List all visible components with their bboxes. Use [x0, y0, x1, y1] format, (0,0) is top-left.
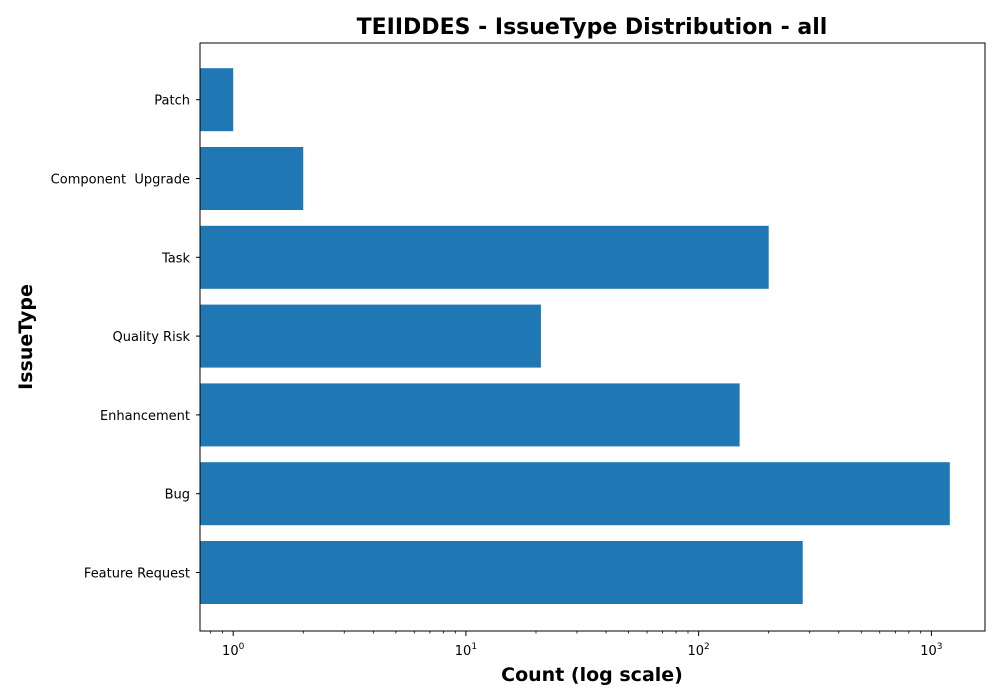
- bar-component-upgrade: [200, 147, 304, 210]
- y-axis-label: IssueType: [15, 284, 37, 390]
- y-tick-label: Task: [161, 251, 191, 266]
- x-tick-label: 102: [688, 642, 710, 659]
- plot-frame: [199, 42, 986, 632]
- y-tick-label: Enhancement: [100, 409, 190, 424]
- x-axis-label: Count (log scale): [501, 664, 683, 686]
- x-tick-label: 103: [920, 642, 942, 659]
- chart-title: TEIIDDES - IssueType Distribution - all: [357, 15, 828, 40]
- bar-quality-risk: [200, 304, 541, 368]
- y-tick-label: Feature Request: [84, 567, 190, 582]
- x-tick-label: 100: [222, 642, 245, 659]
- y-tick-label: Component Upgrade: [51, 173, 190, 188]
- y-tick-label: Patch: [154, 94, 190, 109]
- bar-task: [200, 225, 769, 289]
- bars-group: [200, 68, 950, 604]
- bar-bug: [200, 462, 950, 526]
- x-tick-label: 101: [455, 642, 477, 659]
- x-axis: 100 101 102 103: [210, 631, 943, 659]
- bar-feature-request: [200, 541, 803, 604]
- y-axis: Feature Request Bug Enhancement Quality Ris…: [51, 94, 200, 582]
- y-tick-label: Bug: [165, 488, 190, 503]
- y-tick-label: Quality Risk: [112, 330, 190, 345]
- bar-enhancement: [200, 383, 740, 447]
- bar-patch: [200, 68, 234, 132]
